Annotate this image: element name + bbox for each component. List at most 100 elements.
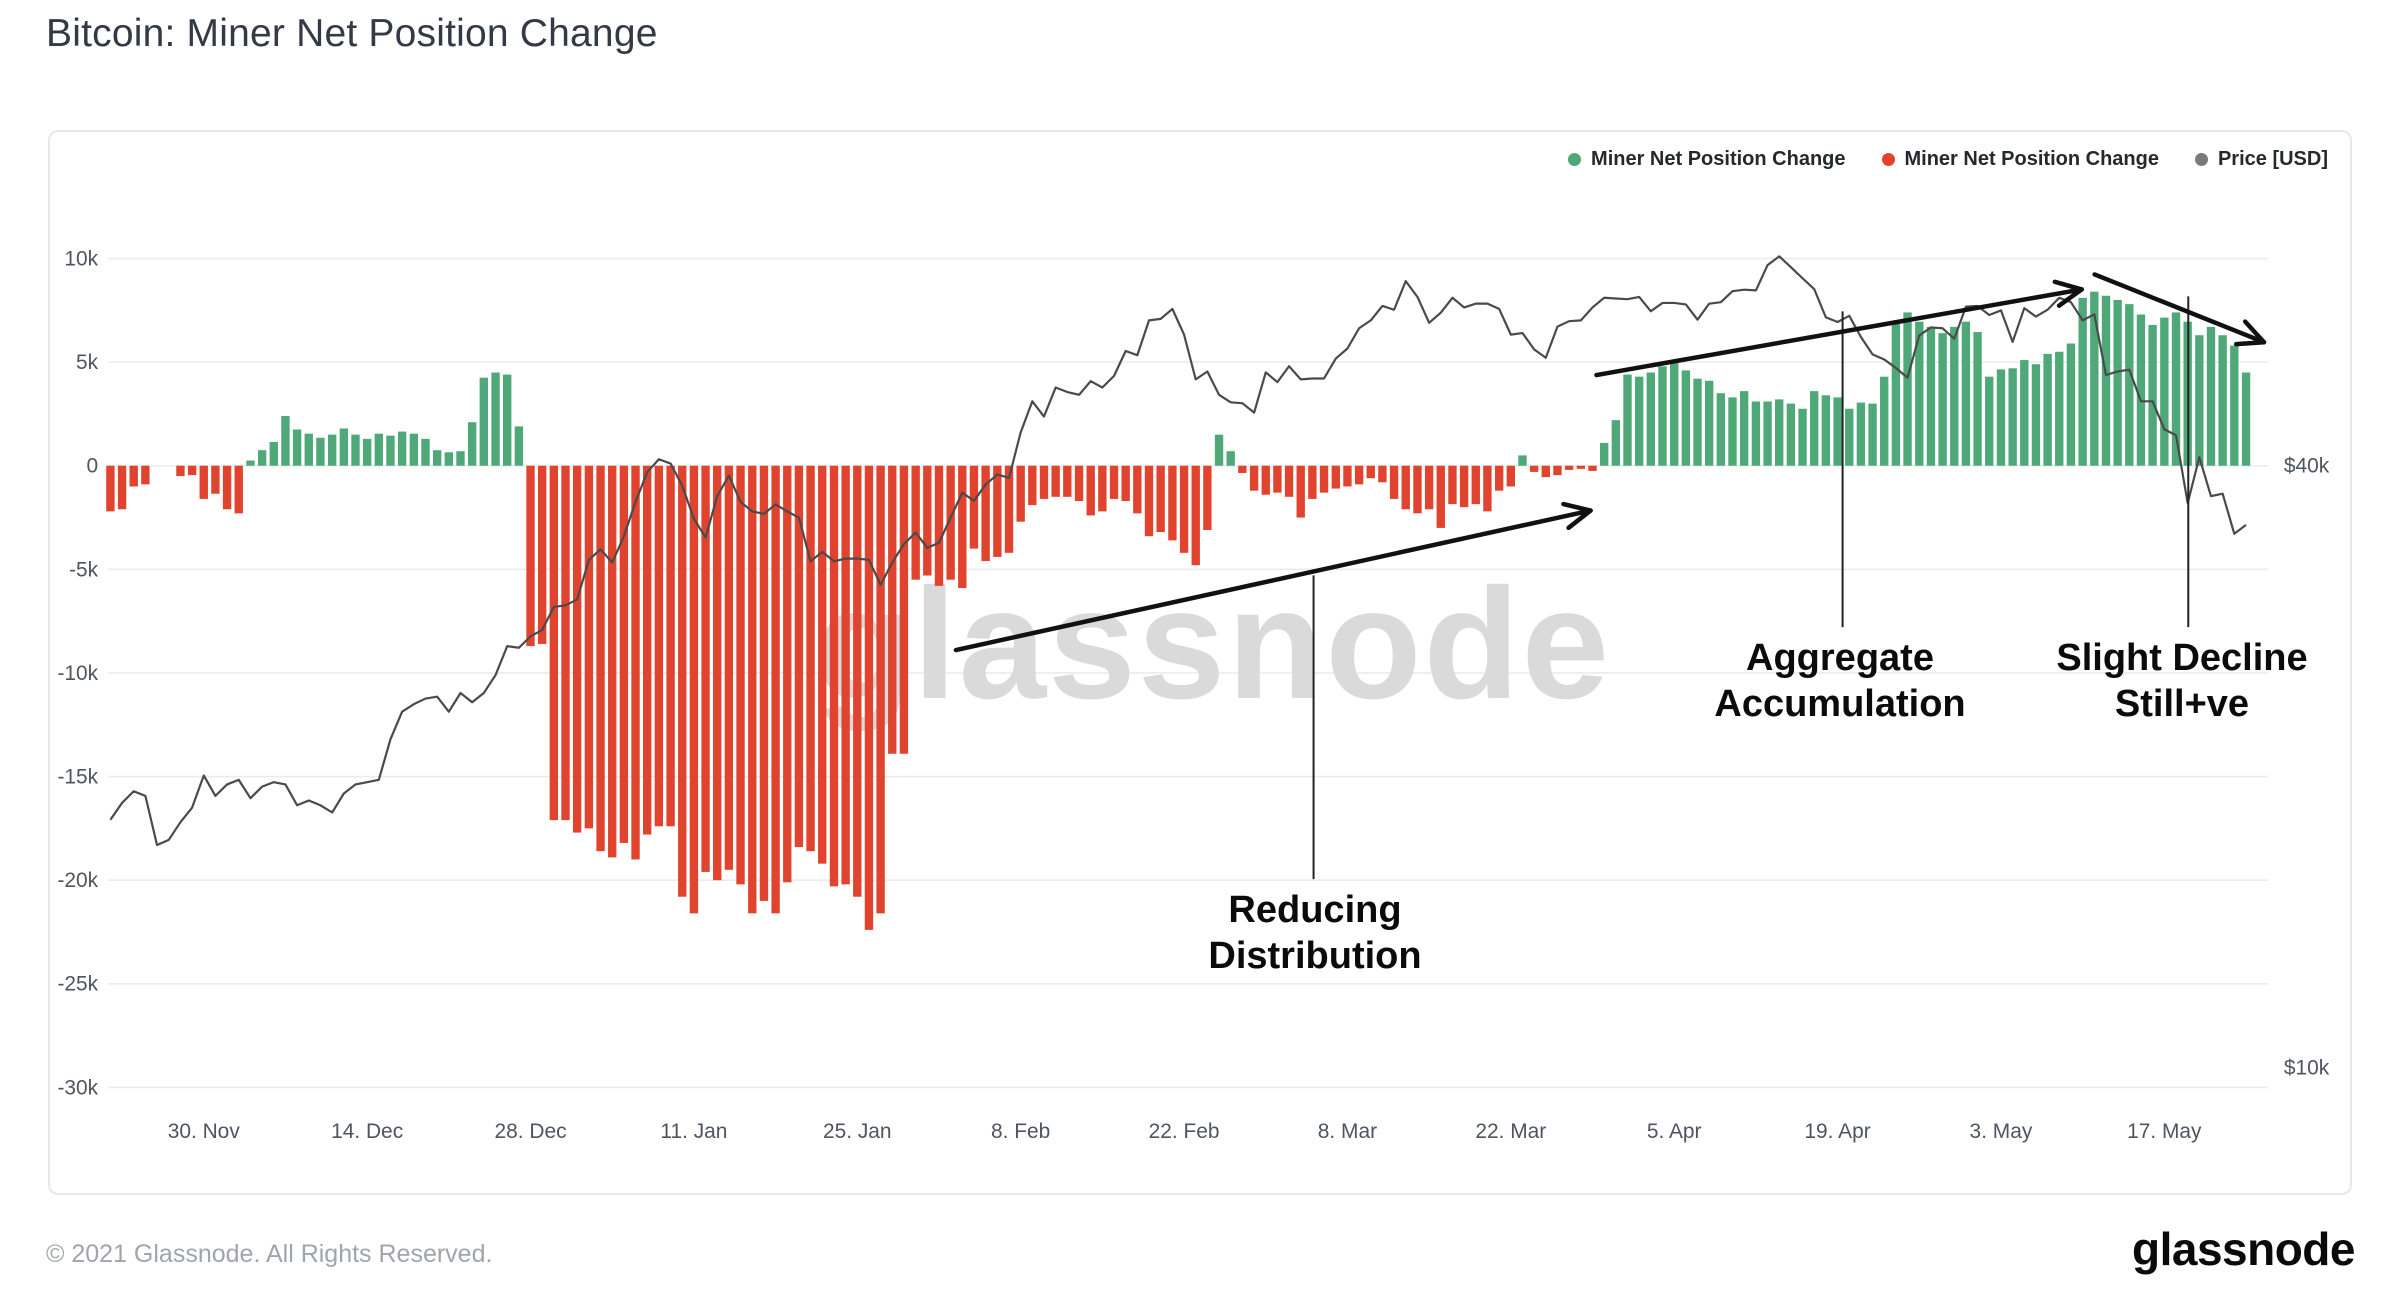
bar: [678, 465, 687, 897]
bar: [397, 431, 407, 466]
chart-legend: Miner Net Position Change Miner Net Posi…: [1568, 148, 2328, 171]
bar: [1273, 465, 1282, 493]
svg-text:3. May: 3. May: [1970, 1120, 2033, 1143]
bar: [2218, 335, 2227, 466]
legend-item-miner-net-position-negative[interactable]: Miner Net Position Change: [1881, 148, 2159, 171]
x-axis-labels: 30. Nov 14. Dec 28. Dec 11. Jan 25. Jan 8. Fe…: [168, 1120, 2202, 1143]
page-title: Bitcoin: Miner Net Position Change: [46, 12, 658, 55]
bar: [2008, 368, 2017, 466]
bar: [351, 434, 360, 466]
annotation-aggregate-accumulation: Aggregate Accumulation: [1714, 635, 1965, 727]
bar: [1051, 465, 1060, 497]
bar: [888, 465, 897, 754]
bar: [1366, 465, 1375, 479]
glassnode-watermark: glassnode: [815, 557, 1611, 732]
bar: [1156, 465, 1165, 533]
bar: [514, 426, 524, 466]
copyright-text: © 2021 Glassnode. All Rights Reserved.: [46, 1240, 493, 1268]
bar: [596, 465, 605, 852]
bar: [1284, 465, 1294, 497]
svg-text:-15k: -15k: [57, 766, 98, 789]
svg-text:$40k: $40k: [2284, 455, 2330, 478]
bar: [1354, 465, 1364, 485]
bar: [503, 374, 512, 466]
bar: [736, 465, 745, 885]
bar: [479, 377, 488, 466]
bar: [374, 433, 383, 466]
bar: [176, 465, 185, 477]
annotation-line: Distribution: [1208, 935, 1422, 977]
bar: [537, 465, 547, 644]
svg-text:25. Jan: 25. Jan: [823, 1120, 892, 1143]
bar: [1996, 369, 2006, 466]
bar: [1821, 395, 1831, 466]
bar: [1179, 465, 1189, 553]
bar: [2043, 353, 2052, 466]
bar: [794, 465, 804, 848]
bar: [1039, 465, 1049, 499]
bar: [864, 465, 874, 930]
bar: [1716, 393, 1726, 466]
bar: [841, 465, 850, 885]
bar: [1319, 465, 1329, 493]
legend-item-miner-net-position-positive[interactable]: Miner Net Position Change: [1568, 148, 1846, 171]
bar: [1214, 434, 1224, 466]
bar: [759, 465, 769, 901]
bar: [2241, 372, 2251, 466]
bar: [1261, 465, 1270, 495]
bar: [1775, 399, 1784, 466]
bar: [2090, 291, 2099, 466]
bar: [1950, 326, 1959, 466]
bar: [981, 465, 990, 562]
bar: [339, 428, 349, 466]
bar: [526, 465, 535, 647]
bar: [234, 465, 243, 514]
bar: [701, 465, 710, 872]
svg-text:5. Apr: 5. Apr: [1647, 1120, 1702, 1143]
bar: [1611, 420, 1621, 466]
bar: [1938, 333, 1947, 466]
svg-text:22. Feb: 22. Feb: [1149, 1120, 1220, 1143]
bar: [1576, 465, 1586, 469]
bar: [899, 465, 909, 754]
bar: [246, 460, 255, 466]
bar: [1109, 465, 1119, 499]
bar: [619, 465, 629, 843]
bar: [1553, 465, 1562, 476]
svg-text:10k: 10k: [64, 247, 98, 270]
bar: [2148, 324, 2157, 466]
bar: [923, 465, 932, 576]
bar: [1599, 442, 1609, 466]
bar: [141, 465, 150, 485]
annotation-connectors: [1312, 296, 2190, 880]
bar: [1191, 465, 1200, 566]
bar: [117, 465, 127, 510]
bar: [1751, 401, 1761, 466]
bar: [969, 465, 979, 549]
svg-text:14. Dec: 14. Dec: [331, 1120, 403, 1143]
bar: [1856, 402, 1866, 466]
bar: [491, 372, 500, 466]
bar: [386, 435, 395, 466]
bar: [2020, 360, 2029, 466]
bar: [456, 451, 465, 466]
bar: [1133, 465, 1142, 514]
bar: [1868, 403, 1877, 466]
bar: [724, 465, 734, 870]
annotation-line: Reducing: [1228, 889, 1402, 931]
bar: [1961, 321, 1971, 466]
bar: [1588, 465, 1597, 471]
bar: [1331, 465, 1340, 489]
bar: [572, 465, 582, 833]
bar: [2160, 317, 2169, 466]
bar: [1448, 465, 1457, 505]
legend-label: Miner Net Position Change: [1591, 148, 1846, 170]
bar: [642, 465, 652, 835]
bar: [467, 422, 477, 466]
right-axis-labels: $40k $10k: [2284, 455, 2330, 1080]
svg-text:28. Dec: 28. Dec: [494, 1120, 566, 1143]
legend-item-price-usd[interactable]: Price [USD]: [2194, 148, 2328, 171]
svg-text:30. Nov: 30. Nov: [168, 1120, 241, 1143]
trend-arrows: [953, 272, 2267, 653]
bar: [421, 438, 430, 466]
